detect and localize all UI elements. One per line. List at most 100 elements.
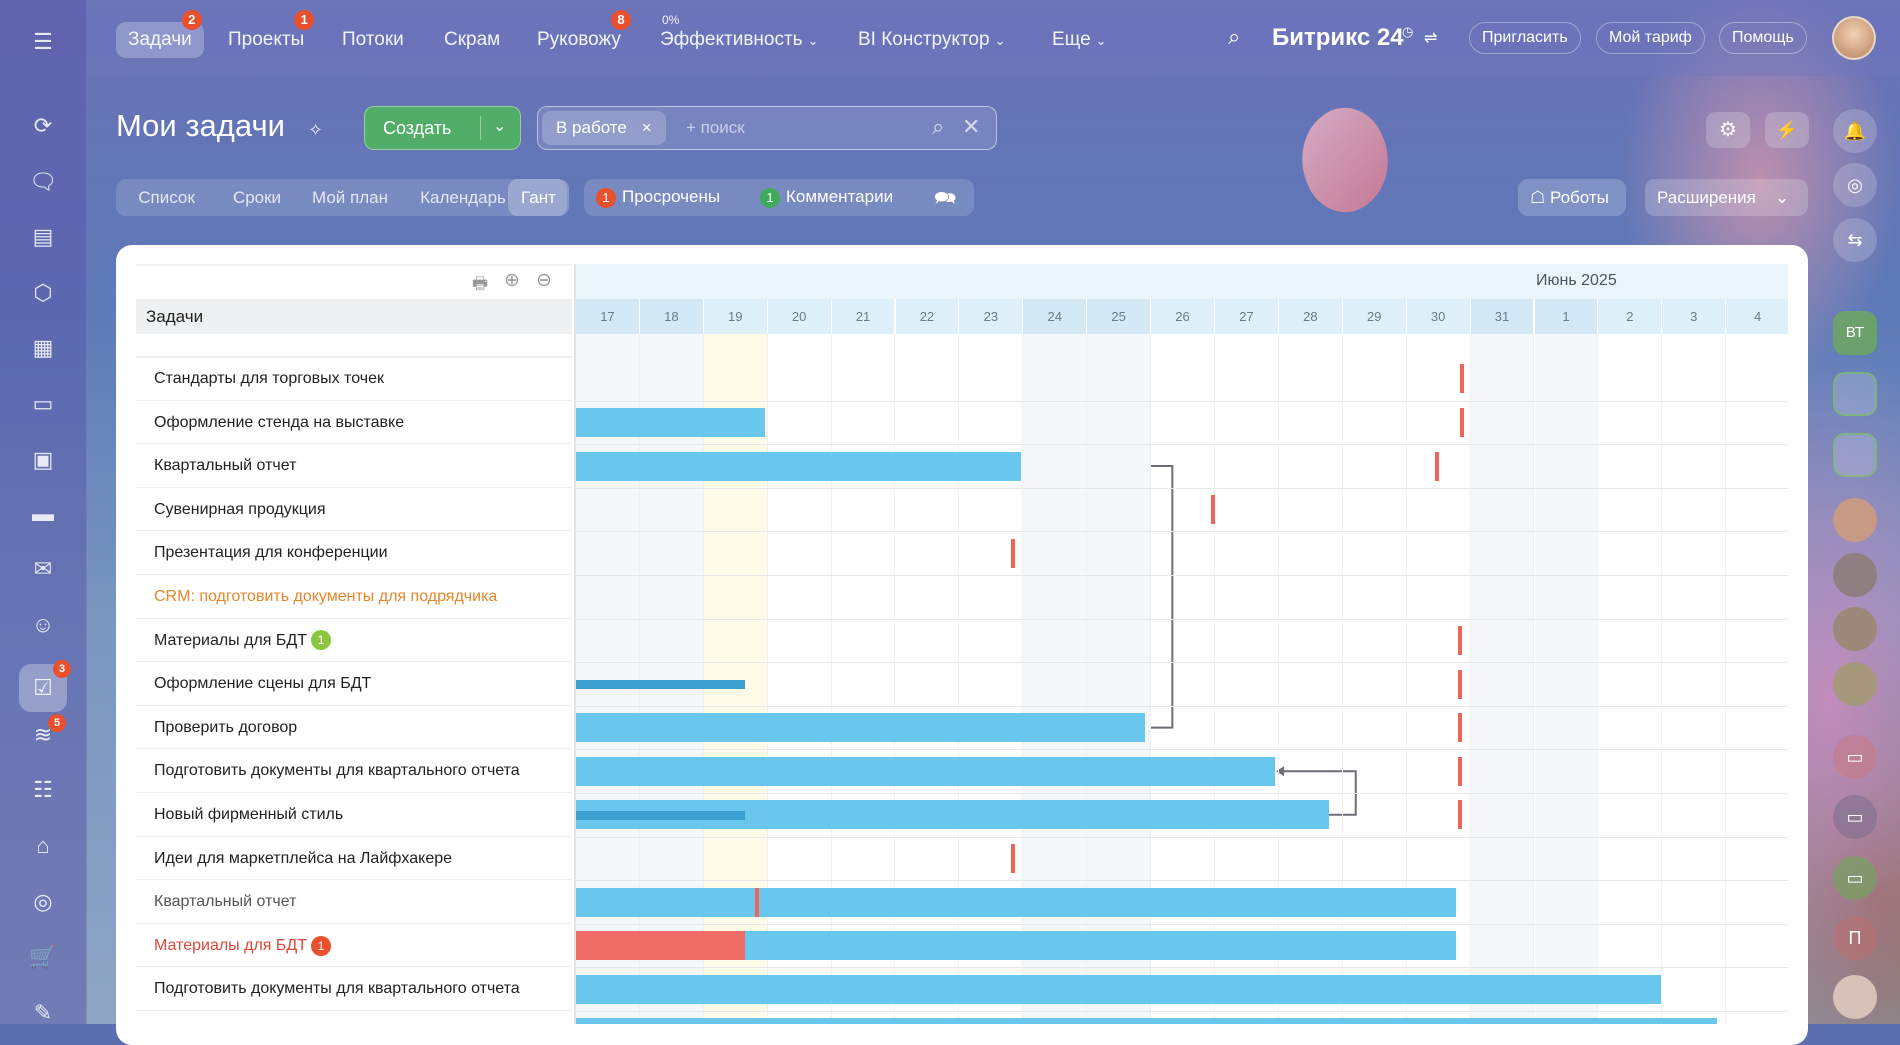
task-bar[interactable] [576,407,765,437]
user-avatar-5[interactable] [1833,662,1877,706]
counter-0[interactable]: 1 Просрочены [596,187,720,208]
task-row[interactable]: Оформление сцены для БДТ [136,662,572,706]
task-row[interactable]: Материалы для БДТ 1 [136,619,572,663]
deadline-marker[interactable] [1457,625,1462,655]
tab-1[interactable]: Сроки [232,188,282,207]
document-icon[interactable]: ▭ [32,391,54,416]
task-name[interactable]: Сувенирная продукция [154,500,326,518]
video-icon[interactable]: ▭ [1833,735,1877,779]
search-input[interactable]: В работе × + поиск ⌕ ✕ [537,106,997,150]
tab-0[interactable]: Список [138,188,195,207]
task-name[interactable]: Материалы для БДТ [154,631,308,649]
task-name[interactable]: Квартальный отчет [154,893,297,911]
task-row[interactable] [136,1011,572,1024]
deadline-marker[interactable] [1457,669,1462,699]
group-avatar[interactable]: ВТ [1833,311,1877,355]
task-name[interactable]: Оформление сцены для БДТ [154,675,372,693]
chat-swap-icon[interactable]: ⇆ [1833,218,1877,262]
task-name[interactable]: CRM: подготовить документы для подрядчик… [154,588,498,605]
deadline-marker[interactable] [1010,843,1015,873]
task-bar[interactable] [576,887,1456,917]
chat-check-icon[interactable]: 🗪 [934,188,957,208]
task-row[interactable]: Оформление стенда на выставке [136,401,572,445]
task-name[interactable]: Идеи для маркетплейса на Лайфхакере [154,849,453,867]
group-avatar-3[interactable] [1833,433,1877,477]
lightning-icon[interactable]: ⚡ [1765,112,1809,148]
deadline-marker[interactable] [1211,495,1216,525]
deadline-marker[interactable] [1460,407,1465,437]
task-row[interactable]: CRM: подготовить документы для подрядчик… [136,575,572,619]
nav-item-0[interactable]: Задачи 2 [116,10,204,58]
nav-item-6[interactable]: BI Конструктор ⌄ [846,22,1017,58]
task-name[interactable]: Новый фирменный стиль [154,806,344,823]
settings-sliders-icon[interactable]: ⇌ [1424,30,1438,47]
planner-icon[interactable]: ☷ [33,777,53,802]
task-row[interactable]: Сувенирная продукция [136,488,572,532]
task-bar[interactable] [576,451,1021,481]
copilot-icon[interactable]: ◎ [1833,163,1877,207]
nav-item-4[interactable]: Руковожу 8 [525,10,633,58]
extensions-button[interactable]: Расширения ⌄ [1645,179,1808,216]
user-avatar-4[interactable] [1833,607,1877,651]
mail-icon[interactable]: ✉ [33,556,53,581]
task-row[interactable]: Квартальный отчет [136,880,572,924]
clear-icon[interactable]: ✕ [962,114,981,139]
chevron-down-icon[interactable]: ⌄ [1775,188,1790,207]
print-icon[interactable]: 🖶 [472,274,489,293]
counter-1[interactable]: 1 Комментарии [760,187,893,208]
nav-item-7[interactable]: Еще ⌄ [1040,22,1119,58]
menu-icon[interactable]: ☰ [33,29,53,54]
deadline-marker[interactable] [1010,538,1015,568]
nav-item-2[interactable]: Потоки [330,22,416,58]
chip-remove-icon[interactable]: × [641,118,652,137]
deadline-marker[interactable] [1434,451,1439,481]
video-icon-2[interactable]: ▭ [1833,795,1877,839]
task-name[interactable]: Стандарты для торговых точек [154,370,384,387]
task-row[interactable]: Квартальный отчет [136,444,572,488]
cart-icon[interactable]: 🛒 [29,944,57,969]
task-bar[interactable] [576,713,1146,743]
hexagon-icon[interactable]: ⬡ [33,280,53,305]
task-row[interactable]: Подготовить документы для квартального о… [136,967,572,1011]
user-initial-avatar[interactable]: П [1833,916,1877,960]
calendar-icon[interactable]: ▦ [32,335,54,360]
task-row[interactable]: Проверить договор [136,706,572,750]
task-row[interactable]: Идеи для маркетплейса на Лайфхакере [136,837,572,881]
tasks-icon[interactable]: ☑ 3 [19,660,71,712]
task-name[interactable]: Подготовить документы для квартального о… [154,980,520,998]
invite-button[interactable]: Пригласить [1469,22,1581,54]
user-avatar-2[interactable] [1833,498,1877,542]
task-name[interactable]: Оформление стенда на выставке [154,413,405,431]
brand-logo[interactable]: Битрикс 24 [1272,24,1404,51]
contacts-icon[interactable]: ☺ [31,612,55,637]
help-button[interactable]: Помощь [1719,22,1807,54]
video-icon-3[interactable]: ▭ [1833,856,1877,900]
tab-3[interactable]: Календарь [420,188,506,207]
tab-2[interactable]: Мой план [312,188,388,207]
task-bar[interactable] [576,974,1662,1004]
deadline-marker[interactable] [1457,713,1462,743]
task-row[interactable]: Новый фирменный стиль [136,793,572,837]
user-avatar-3[interactable] [1833,553,1877,597]
target-icon[interactable]: ◎ [33,889,53,914]
task-row[interactable]: Стандарты для торговых точек [136,357,572,401]
task-name[interactable]: Подготовить документы для квартального о… [154,762,520,780]
nav-item-1[interactable]: Проекты 1 [216,10,316,58]
group-avatar-2[interactable] [1833,372,1877,416]
edit-icon[interactable]: ✎ [33,1000,53,1025]
nav-item-3[interactable]: Скрам [432,22,512,58]
bell-icon[interactable]: 🔔 [1833,109,1877,153]
deadline-marker[interactable] [1460,364,1465,394]
tariff-button[interactable]: Мой тариф [1596,22,1705,54]
task-row[interactable]: Подготовить документы для квартального о… [136,749,572,793]
zoom-in-icon[interactable]: ⊕ [504,270,520,291]
collab-icon[interactable]: ⟳ [33,113,53,138]
task-row[interactable]: Материалы для БДТ 1 [136,924,572,968]
task-name[interactable]: Материалы для БДТ [154,936,308,954]
deadline-marker[interactable] [1457,800,1462,830]
task-name[interactable]: Квартальный отчет [154,457,297,475]
board-icon[interactable]: ▣ [32,447,54,472]
chevron-down-icon[interactable]: ⌄ [493,118,507,135]
task-name[interactable]: Проверить договор [154,718,298,736]
filter-icon[interactable]: ≋ 5 [26,714,66,752]
